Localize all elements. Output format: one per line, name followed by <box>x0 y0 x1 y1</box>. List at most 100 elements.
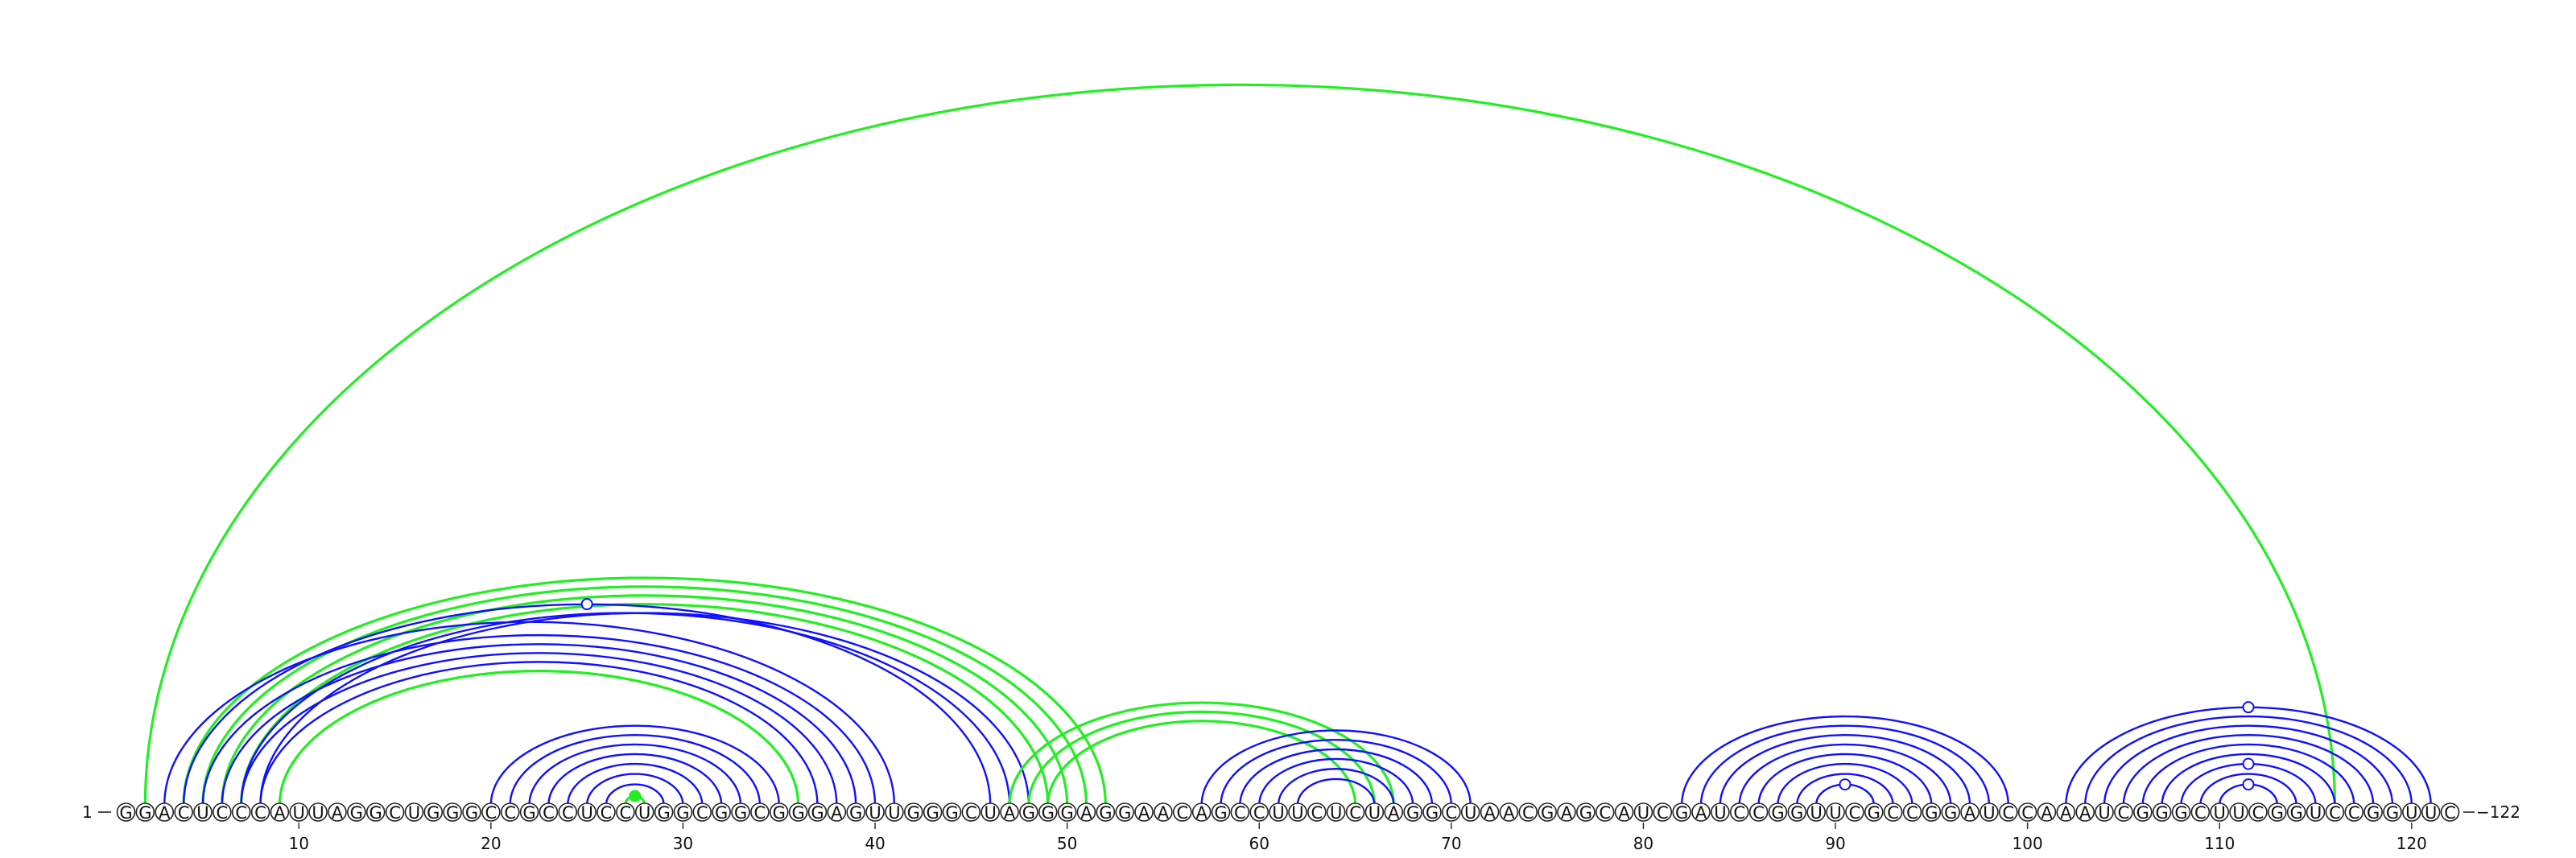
nucleotide-circle-26 <box>597 802 616 822</box>
nucleotide-39: G <box>849 803 862 823</box>
nucleotide-circle-57 <box>1191 802 1212 822</box>
arcs-layer <box>143 83 2432 806</box>
nucleotide-circle-49 <box>1038 802 1058 822</box>
nucleotide-circle-45 <box>961 802 981 822</box>
nucleotide-circle-99 <box>1998 802 2018 822</box>
nucleotide-45: C <box>965 803 977 823</box>
tick-label-30: 30 <box>673 834 693 853</box>
arc-49-65 <box>1046 720 1357 806</box>
nucleotide-110: U <box>2214 803 2226 823</box>
arc-82-99 <box>1680 715 2009 806</box>
nucleotide-66: U <box>1368 803 1381 823</box>
nucleotide-circle-4 <box>174 802 193 822</box>
nucleotide-6: C <box>216 803 228 823</box>
nucleotide-circle-30 <box>673 802 693 822</box>
nucleotide-102: A <box>2060 803 2072 823</box>
nucleotide-106: G <box>2136 803 2149 823</box>
nucleotide-circle-36 <box>788 802 808 822</box>
nucleotide-circle-80 <box>1633 802 1653 822</box>
nucleotide-circle-13 <box>347 802 366 822</box>
nucleotide-97: A <box>1964 803 1976 823</box>
nucleotide-27: C <box>620 803 632 823</box>
nucleotide-circle-59 <box>1230 802 1250 822</box>
arc-4-52 <box>182 576 1107 806</box>
arc-60-68 <box>1258 757 1414 806</box>
nucleotide-circle-110 <box>2210 802 2230 822</box>
nucleotide-circle-27 <box>616 802 635 822</box>
arc-85-96 <box>1738 743 1952 806</box>
nucleotide-circle-55 <box>1154 802 1173 822</box>
nucleotide-circle-87 <box>1768 802 1788 822</box>
arc-104-119 <box>2103 724 2394 806</box>
arc-86-95 <box>1757 753 1933 806</box>
tick-label-110: 110 <box>2204 834 2235 853</box>
arc-marker-3 <box>2242 701 2255 714</box>
nucleotide-118: G <box>2367 803 2380 823</box>
nucleotide-circle-5 <box>193 802 213 822</box>
nucleotide-37: G <box>811 803 824 823</box>
markers-layer <box>580 598 2255 802</box>
nucleotide-42: G <box>907 803 920 823</box>
arc-marker-4 <box>2242 757 2255 770</box>
nucleotide-circle-91 <box>1845 802 1864 822</box>
arc-5-51 <box>201 585 1088 806</box>
nucleotide-115: U <box>2310 803 2322 823</box>
nucleotide-11: U <box>312 803 324 823</box>
arc-8-48 <box>259 612 1030 806</box>
nucleotide-circle-38 <box>827 802 847 822</box>
nucleotide-89: U <box>1810 803 1822 823</box>
nucleotide-68: G <box>1406 803 1419 823</box>
nucleotide-circle-23 <box>539 802 559 822</box>
nucleotide-circle-93 <box>1883 802 1903 822</box>
nucleotide-50: G <box>1060 803 1073 823</box>
nucleotide-52: G <box>1099 803 1112 823</box>
nucleotide-circle-29 <box>654 802 674 822</box>
nucleotide-circle-86 <box>1748 802 1769 822</box>
nucleotide-9: A <box>274 803 286 823</box>
nucleotide-55: A <box>1158 803 1170 823</box>
nucleotide-circle-115 <box>2306 802 2326 822</box>
nucleotide-61: U <box>1272 803 1284 823</box>
nucleotide-16: U <box>408 803 420 823</box>
nucleotide-116: C <box>2329 803 2341 823</box>
arc-marker-1 <box>629 790 642 802</box>
nucleotide-5: U <box>196 803 208 823</box>
nucleotide-circle-75 <box>1538 802 1557 822</box>
nucleotide-63: C <box>1311 803 1323 823</box>
arc-9-36 <box>278 669 800 806</box>
tick-label-80: 80 <box>1633 834 1653 853</box>
nucleotide-121: U <box>2425 803 2437 823</box>
nucleotide-circle-9 <box>270 802 290 822</box>
tick-label-50: 50 <box>1057 834 1077 853</box>
nucleotide-23: C <box>543 803 555 823</box>
nucleotide-circle-74 <box>1518 802 1538 822</box>
nucleotide-103: A <box>2079 803 2091 823</box>
sequence-backbone: 1 −122 <box>82 802 2520 822</box>
nucleotide-circle-73 <box>1499 802 1519 822</box>
nucleotide-circle-116 <box>2325 802 2345 822</box>
nucleotide-17: G <box>427 803 440 823</box>
nucleotide-99: C <box>2002 803 2014 823</box>
start-label: 1 <box>82 802 93 822</box>
nucleotide-circle-109 <box>2190 802 2211 822</box>
arc-7-47 <box>240 612 1011 806</box>
nucleotide-59: C <box>1234 803 1246 823</box>
arc-107-116 <box>2161 753 2336 806</box>
nucleotide-46: U <box>985 803 997 823</box>
nucleotide-109: C <box>2194 803 2207 823</box>
nucleotide-32: G <box>715 803 728 823</box>
arc-7-49 <box>240 603 1050 806</box>
nucleotide-circle-100 <box>2017 802 2037 822</box>
nucleotide-36: G <box>791 803 804 823</box>
arc-marker-2 <box>1839 778 1852 791</box>
nucleotide-circle-112 <box>2248 802 2268 822</box>
position-axis: 10 20 30 40 50 60 70 80 90 100 110 120 <box>289 823 2427 853</box>
nucleotide-88: G <box>1790 803 1803 823</box>
nucleotide-111: U <box>2232 803 2244 823</box>
nucleotide-circle-101 <box>2037 802 2057 822</box>
nucleotide-circle-107 <box>2152 802 2172 822</box>
nucleotide-circle-61 <box>1269 802 1288 822</box>
arc-20-35 <box>489 724 780 806</box>
nucleotide-104: U <box>2098 803 2110 823</box>
